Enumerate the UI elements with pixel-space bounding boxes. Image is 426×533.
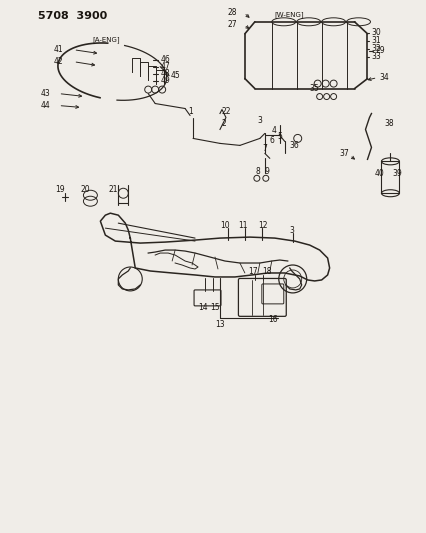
Text: 27: 27: [227, 20, 237, 29]
Text: 1: 1: [187, 107, 193, 116]
Text: 48: 48: [160, 69, 170, 78]
Text: 31: 31: [371, 36, 380, 45]
Text: 6: 6: [269, 136, 274, 145]
Text: [W-ENG]: [W-ENG]: [274, 11, 304, 18]
Text: 32: 32: [371, 44, 380, 53]
Text: 8: 8: [255, 167, 260, 176]
Text: 46: 46: [160, 55, 170, 64]
Text: 4: 4: [271, 126, 276, 135]
Bar: [380, 161, 398, 193]
Text: 5: 5: [277, 132, 282, 141]
Text: 11: 11: [237, 221, 247, 230]
Text: 14: 14: [198, 303, 207, 312]
Text: 2: 2: [222, 119, 226, 128]
Text: 29: 29: [374, 46, 384, 55]
Text: 10: 10: [219, 221, 229, 230]
Text: 35: 35: [309, 84, 319, 93]
Text: 49: 49: [160, 76, 170, 85]
Text: 3: 3: [257, 116, 262, 125]
Text: 30: 30: [371, 28, 380, 37]
Text: 33: 33: [371, 52, 380, 61]
Text: 39: 39: [391, 169, 401, 178]
Text: 16: 16: [267, 316, 277, 324]
Text: 38: 38: [383, 119, 393, 128]
Text: 36: 36: [289, 141, 299, 150]
Text: 21: 21: [108, 185, 118, 194]
Text: 5708  3900: 5708 3900: [37, 11, 106, 21]
Text: 41: 41: [53, 45, 63, 54]
Text: 34: 34: [379, 73, 388, 82]
Text: 18: 18: [261, 268, 271, 277]
Text: 40: 40: [374, 169, 383, 178]
Text: 19: 19: [55, 185, 65, 194]
Text: 12: 12: [257, 221, 267, 230]
Text: 45: 45: [170, 71, 179, 80]
Text: 7: 7: [261, 144, 266, 153]
Text: 37: 37: [339, 149, 348, 158]
Text: 43: 43: [40, 89, 50, 98]
Text: [A-ENG]: [A-ENG]: [92, 36, 120, 43]
Text: 9: 9: [264, 167, 269, 176]
Text: 22: 22: [222, 107, 231, 116]
Text: 28: 28: [227, 9, 237, 18]
Text: 15: 15: [210, 303, 219, 312]
Text: 20: 20: [80, 185, 90, 194]
Text: 47: 47: [160, 62, 170, 71]
Text: 42: 42: [53, 57, 63, 66]
Text: 44: 44: [40, 101, 50, 110]
Text: 3: 3: [289, 225, 294, 235]
Text: 13: 13: [215, 320, 224, 329]
Text: 17: 17: [248, 268, 257, 277]
